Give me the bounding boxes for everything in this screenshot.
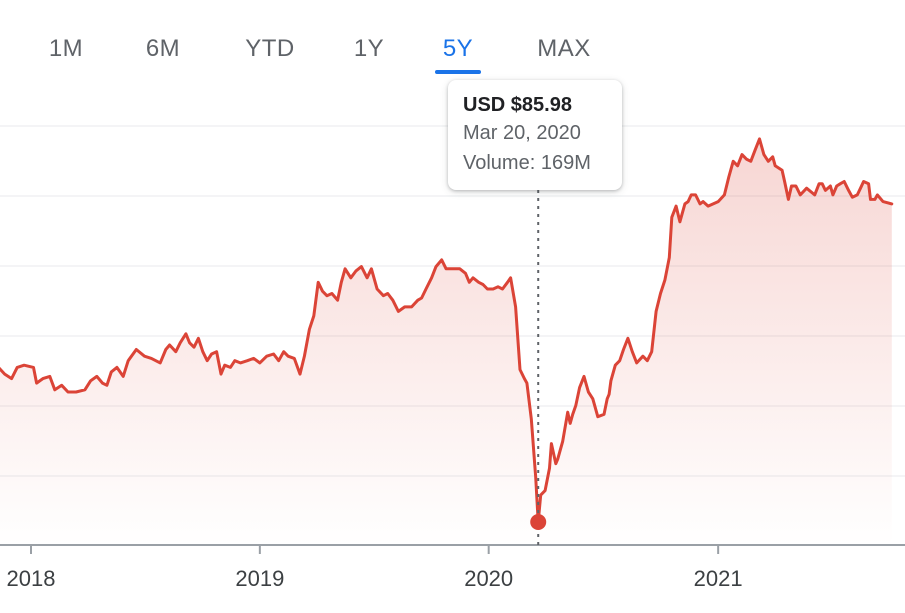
tab-ytd[interactable]: YTD xyxy=(238,30,302,70)
x-tick-label: 2019 xyxy=(235,566,284,591)
x-axis: 2018 2019 2020 2021 xyxy=(7,545,743,591)
tab-1y-label: 1Y xyxy=(353,35,385,62)
tab-5y[interactable]: 5Y xyxy=(435,30,481,74)
x-tick-label: 2021 xyxy=(694,566,743,591)
tab-1m-label: 1M xyxy=(48,35,84,62)
tab-5y-underline xyxy=(435,70,481,74)
x-tick-label: 2018 xyxy=(7,566,56,591)
tab-max[interactable]: MAX xyxy=(528,30,600,70)
price-area-fill xyxy=(0,138,892,545)
tab-ytd-label: YTD xyxy=(245,35,295,62)
x-tick-label: 2020 xyxy=(464,566,513,591)
tab-max-label: MAX xyxy=(537,35,591,62)
price-line xyxy=(0,137,894,524)
tab-6m-label: 6M xyxy=(145,35,181,62)
tab-1m[interactable]: 1M xyxy=(40,30,92,70)
tooltip-price: USD $85.98 xyxy=(463,94,572,116)
price-tooltip: USD $85.98 Mar 20, 2020 Volume: 169M xyxy=(448,80,622,190)
range-tab-bar: 1M 6M YTD 1Y 5Y MAX xyxy=(0,30,905,74)
tab-6m[interactable]: 6M xyxy=(137,30,189,70)
tooltip-date: Mar 20, 2020 xyxy=(463,122,581,144)
hover-point xyxy=(530,514,547,530)
tooltip-volume: Volume: 169M xyxy=(463,152,591,174)
tab-1y[interactable]: 1Y xyxy=(347,30,391,70)
tab-5y-label: 5Y xyxy=(442,35,474,62)
